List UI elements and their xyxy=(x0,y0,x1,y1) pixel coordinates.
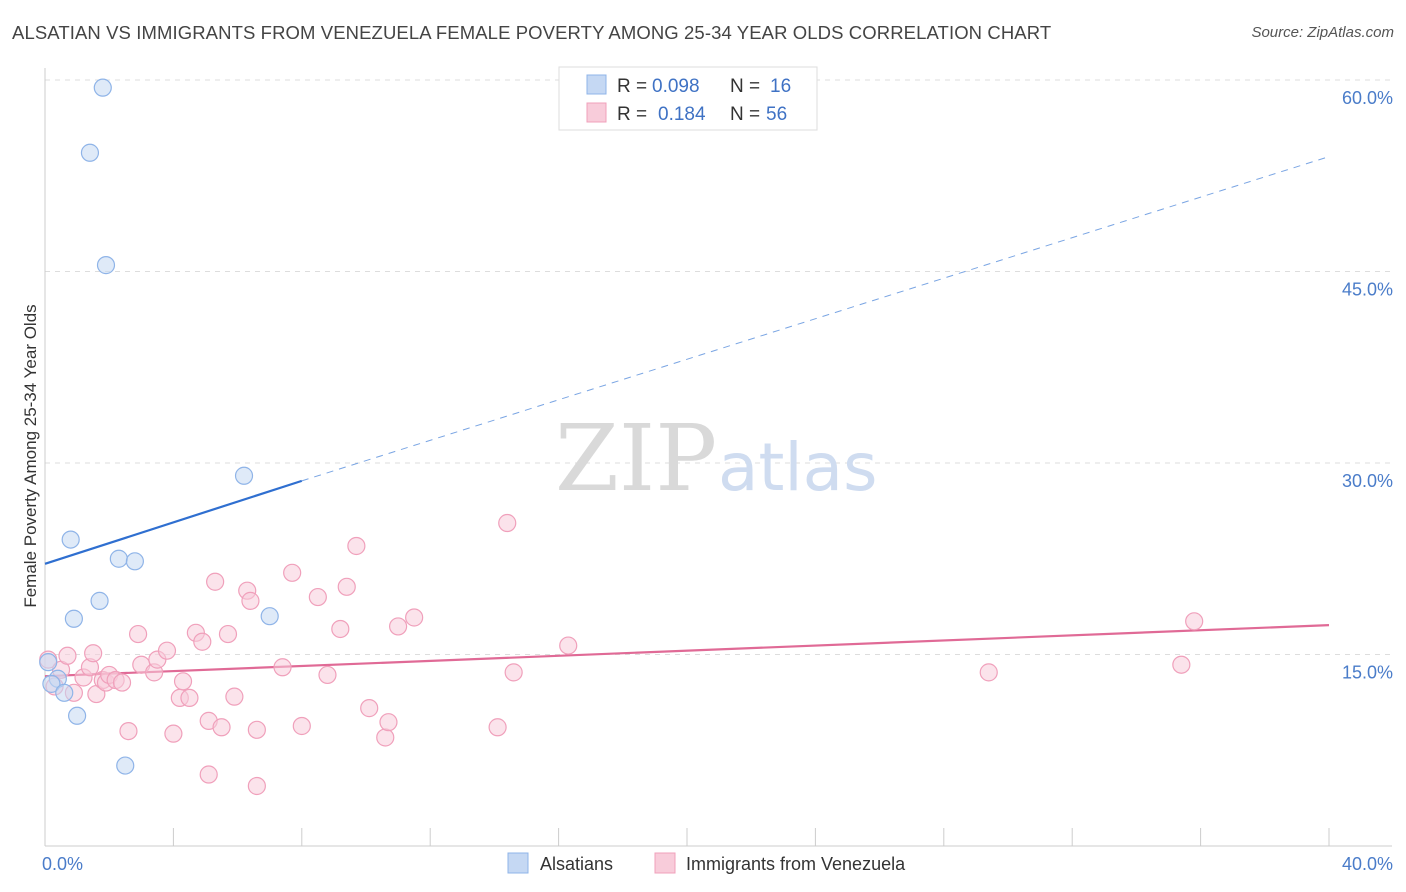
alsatians-point-5 xyxy=(109,549,128,568)
venezuela-point-20 xyxy=(164,724,183,743)
legend-r-label-1: R = xyxy=(617,76,647,97)
venezuela-point-27 xyxy=(206,572,225,591)
venezuela-point-41 xyxy=(337,577,356,596)
alsatians-point-13 xyxy=(55,683,74,702)
x-tick-label-min: 0.0% xyxy=(42,854,83,874)
x-tick-label-max: 40.0% xyxy=(1342,854,1393,874)
venezuela-point-15 xyxy=(128,624,148,644)
venezuela-point-48 xyxy=(488,718,507,737)
venezuela-point-38 xyxy=(308,587,327,607)
venezuela-point-39 xyxy=(318,665,337,685)
legend-r-value-1: 0.098 xyxy=(652,76,700,97)
alsatians-point-10 xyxy=(39,653,58,672)
legend-n-label-1: N = xyxy=(730,76,760,97)
watermark-atlas: atlas xyxy=(718,429,878,506)
alsatians-point-2 xyxy=(96,256,116,275)
venezuela-point-52 xyxy=(979,663,998,682)
alsatians-trendline-solid xyxy=(44,479,303,565)
venezuela-point-7 xyxy=(84,644,103,663)
alsatians-trendline-dashed xyxy=(301,156,1330,482)
venezuela-point-32 xyxy=(241,591,260,610)
alsatians-series-swatch xyxy=(507,852,529,874)
venezuela-point-23 xyxy=(180,688,199,708)
y-tick-label-45: 45.0% xyxy=(1342,280,1393,300)
venezuela-point-19 xyxy=(157,641,177,660)
venezuela-point-43 xyxy=(360,699,379,718)
venezuela-point-40 xyxy=(331,619,350,639)
venezuela-point-28 xyxy=(212,718,231,737)
data-points xyxy=(39,78,1204,796)
venezuela-point-53 xyxy=(1172,655,1191,674)
venezuela-point-35 xyxy=(273,658,292,677)
alsatians-series-label: Alsatians xyxy=(540,854,613,874)
chart-title: ALSATIAN VS IMMIGRANTS FROM VENEZUELA FE… xyxy=(12,22,1052,43)
venezuela-point-45 xyxy=(379,713,398,732)
alsatians-point-12 xyxy=(42,674,61,693)
alsatians-point-15 xyxy=(116,756,135,775)
stats-legend: R = 0.098 N = 16 R = 0.184 N = 56 xyxy=(558,66,818,131)
alsatians-point-14 xyxy=(67,706,87,725)
watermark: ZIP atlas xyxy=(555,405,878,512)
y-tick-label-15: 15.0% xyxy=(1342,663,1393,683)
venezuela-series-label: Immigrants from Venezuela xyxy=(686,854,906,874)
legend-r-value-2: 0.184 xyxy=(658,104,706,125)
venezuela-point-47 xyxy=(405,608,424,627)
venezuela-point-14 xyxy=(119,721,138,741)
y-tick-label-60: 60.0% xyxy=(1342,88,1393,108)
alsatians-point-8 xyxy=(64,609,83,628)
venezuela-point-34 xyxy=(247,720,266,739)
axes xyxy=(44,68,1392,847)
alsatians-point-1 xyxy=(80,143,100,162)
venezuela-point-50 xyxy=(504,663,523,682)
venezuela-legend-swatch xyxy=(586,102,607,123)
trendlines xyxy=(44,156,1330,678)
venezuela-point-3 xyxy=(58,646,77,665)
alsatians-point-7 xyxy=(90,591,109,610)
watermark-zip: ZIP xyxy=(555,405,717,512)
venezuela-point-25 xyxy=(193,632,212,651)
venezuela-point-37 xyxy=(292,716,311,736)
venezuela-point-54 xyxy=(1185,612,1204,631)
y-axis-label: Female Poverty Among 25-34 Year Olds xyxy=(21,304,40,607)
y-tick-labels: 15.0% 30.0% 45.0% 60.0% xyxy=(1342,88,1393,683)
source-label: Source: ZipAtlas.com xyxy=(1251,24,1394,41)
legend-r-label-2: R = xyxy=(617,104,647,125)
venezuela-point-44 xyxy=(376,728,395,747)
venezuela-point-42 xyxy=(347,536,366,556)
series-legend: Alsatians Immigrants from Venezuela xyxy=(507,852,906,874)
venezuela-point-22 xyxy=(173,672,193,691)
alsatians-point-9 xyxy=(260,607,279,626)
venezuela-point-55 xyxy=(199,765,218,784)
alsatians-point-4 xyxy=(61,530,80,549)
venezuela-point-49 xyxy=(498,513,517,533)
alsatians-point-3 xyxy=(234,466,254,485)
venezuela-point-33 xyxy=(247,776,266,796)
venezuela-point-13 xyxy=(112,673,132,692)
venezuela-point-29 xyxy=(218,624,238,644)
venezuela-trendline xyxy=(44,624,1330,678)
venezuela-point-36 xyxy=(283,563,302,582)
y-tick-label-30: 30.0% xyxy=(1342,471,1393,491)
venezuela-point-30 xyxy=(225,687,244,706)
x-tick-labels: 0.0% 40.0% xyxy=(42,854,1393,874)
alsatians-legend-swatch xyxy=(586,74,607,95)
legend-n-value-1: 16 xyxy=(770,76,791,97)
gridlines xyxy=(45,79,1392,655)
venezuela-series-swatch xyxy=(654,852,676,874)
venezuela-point-46 xyxy=(389,617,408,636)
legend-n-value-2: 56 xyxy=(766,104,787,125)
legend-n-label-2: N = xyxy=(730,104,760,125)
alsatians-point-0 xyxy=(93,78,112,97)
venezuela-point-51 xyxy=(559,636,578,655)
alsatians-point-6 xyxy=(125,552,144,571)
